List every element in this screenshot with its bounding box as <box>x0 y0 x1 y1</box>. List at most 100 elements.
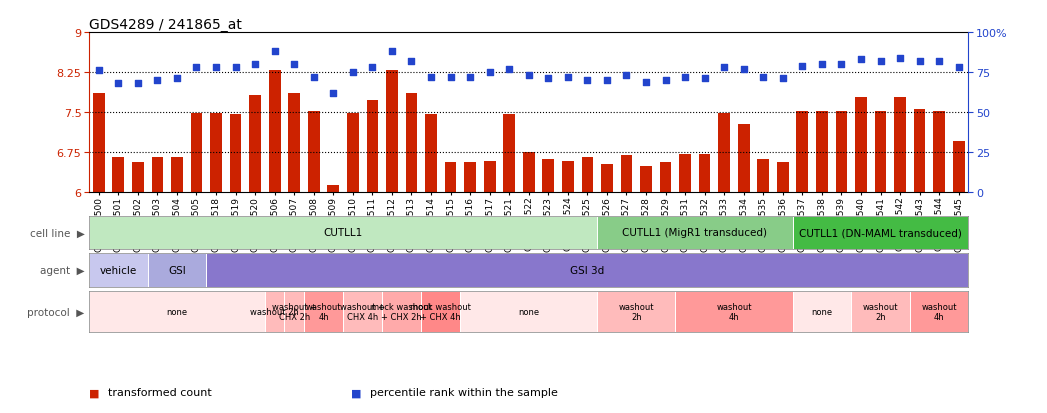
Bar <box>405 94 418 192</box>
Bar <box>718 114 730 192</box>
Bar <box>112 158 125 192</box>
Bar <box>343 291 382 332</box>
Point <box>207 65 224 71</box>
Text: CUTLL1 (MigR1 transduced): CUTLL1 (MigR1 transduced) <box>622 228 767 238</box>
Point <box>696 76 713 83</box>
Bar <box>249 95 261 192</box>
Bar <box>793 291 851 332</box>
Bar <box>148 253 206 287</box>
Bar <box>910 291 968 332</box>
Text: ■: ■ <box>351 387 361 397</box>
Point <box>852 57 869 63</box>
Point <box>266 49 283 55</box>
Bar <box>914 110 926 192</box>
Bar <box>89 291 265 332</box>
Point <box>344 69 361 76</box>
Text: washout
4h: washout 4h <box>716 302 752 321</box>
Text: none: none <box>518 307 539 316</box>
Bar <box>206 253 968 287</box>
Point <box>403 58 420 65</box>
Bar <box>675 291 793 332</box>
Bar <box>89 253 148 287</box>
Point <box>423 74 440 81</box>
Text: CUTLL1: CUTLL1 <box>324 228 362 238</box>
Bar <box>855 98 867 192</box>
Bar <box>269 71 281 192</box>
Text: CUTLL1 (DN-MAML transduced): CUTLL1 (DN-MAML transduced) <box>799 228 962 238</box>
Bar <box>152 158 163 192</box>
Point <box>286 62 303 68</box>
Bar <box>308 112 319 192</box>
Bar <box>461 291 597 332</box>
Bar <box>816 112 828 192</box>
Text: washout
2h: washout 2h <box>863 302 898 321</box>
Bar <box>504 115 515 192</box>
Bar <box>874 112 887 192</box>
Text: GSI 3d: GSI 3d <box>571 265 604 275</box>
Bar <box>597 216 793 250</box>
Bar <box>698 155 711 192</box>
Bar <box>836 112 847 192</box>
Bar <box>542 159 554 192</box>
Text: washout
2h: washout 2h <box>619 302 654 321</box>
Point <box>325 90 341 97</box>
Text: washout +
CHX 2h: washout + CHX 2h <box>272 302 316 321</box>
Point <box>579 77 596 84</box>
Bar <box>386 71 398 192</box>
Point <box>90 68 107 74</box>
Point <box>306 74 322 81</box>
Bar <box>851 291 910 332</box>
Point <box>911 58 928 65</box>
Point <box>814 62 830 68</box>
Bar <box>581 158 594 192</box>
Point <box>892 55 909 62</box>
Bar <box>522 152 535 192</box>
Point <box>364 65 381 71</box>
Point <box>638 79 654 85</box>
Bar <box>797 112 808 192</box>
Bar <box>894 98 906 192</box>
Text: washout
4h: washout 4h <box>306 302 341 321</box>
Point <box>462 74 478 81</box>
Point <box>794 63 810 70</box>
Point <box>676 74 693 81</box>
Text: none: none <box>166 307 187 316</box>
Bar <box>171 158 183 192</box>
Bar <box>640 166 652 192</box>
Point <box>931 58 948 65</box>
Text: percentile rank within the sample: percentile rank within the sample <box>370 387 557 397</box>
Bar <box>953 142 964 192</box>
Text: vehicle: vehicle <box>99 265 137 275</box>
Text: agent  ▶: agent ▶ <box>40 265 85 275</box>
Bar <box>425 115 437 192</box>
Point <box>383 49 400 55</box>
Point <box>872 58 889 65</box>
Point <box>755 74 772 81</box>
Bar <box>601 164 612 192</box>
Bar <box>366 101 378 192</box>
Point <box>188 65 205 71</box>
Point <box>618 73 634 79</box>
Bar <box>229 115 242 192</box>
Bar <box>210 114 222 192</box>
Point <box>149 77 165 84</box>
Bar <box>93 94 105 192</box>
Text: washout 2h: washout 2h <box>250 307 299 316</box>
Bar <box>464 163 476 192</box>
Text: mock washout
+ CHX 2h: mock washout + CHX 2h <box>372 302 432 321</box>
Text: ■: ■ <box>89 387 99 397</box>
Text: GDS4289 / 241865_at: GDS4289 / 241865_at <box>89 18 242 32</box>
Point <box>951 65 967 71</box>
Bar <box>777 163 788 192</box>
Bar <box>347 114 359 192</box>
Point <box>520 73 537 79</box>
Point <box>559 74 576 81</box>
Point <box>599 77 616 84</box>
Bar <box>328 186 339 192</box>
Point <box>658 77 674 84</box>
Text: washout
4h: washout 4h <box>921 302 957 321</box>
Point <box>735 66 752 73</box>
Text: protocol  ▶: protocol ▶ <box>27 307 85 317</box>
Bar <box>660 163 671 192</box>
Text: GSI: GSI <box>169 265 185 275</box>
